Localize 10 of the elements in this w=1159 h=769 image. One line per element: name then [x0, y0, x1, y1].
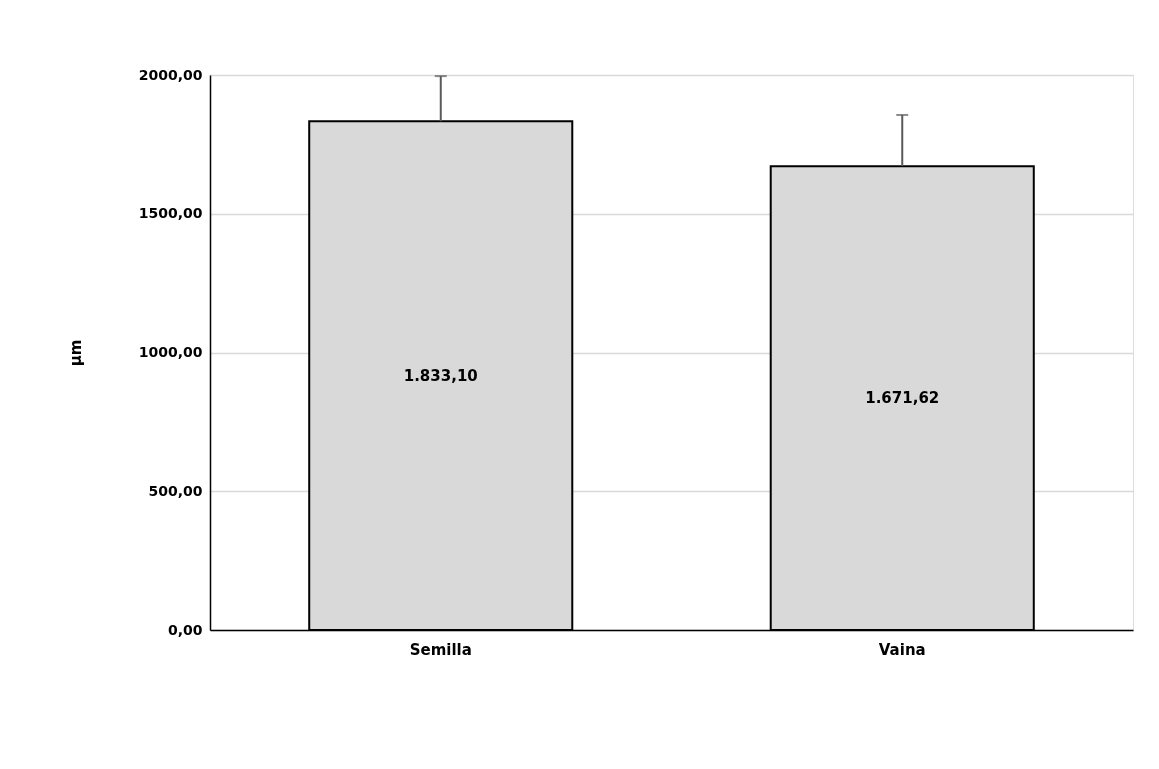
y-tick-label: 1000,00	[138, 344, 203, 360]
y-tick-label: 0,00	[167, 621, 203, 638]
x-tick-label: Vaina	[878, 640, 926, 659]
y-axis-title: µm	[66, 339, 85, 367]
data-label: 1.833,10	[403, 366, 478, 385]
x-tick-label: Semilla	[409, 640, 472, 659]
data-label: 1.671,62	[865, 389, 940, 408]
y-tick-label: 2000,00	[138, 66, 203, 83]
y-tick-label: 500,00	[148, 482, 203, 499]
y-tick-label: 1500,00	[138, 205, 203, 222]
